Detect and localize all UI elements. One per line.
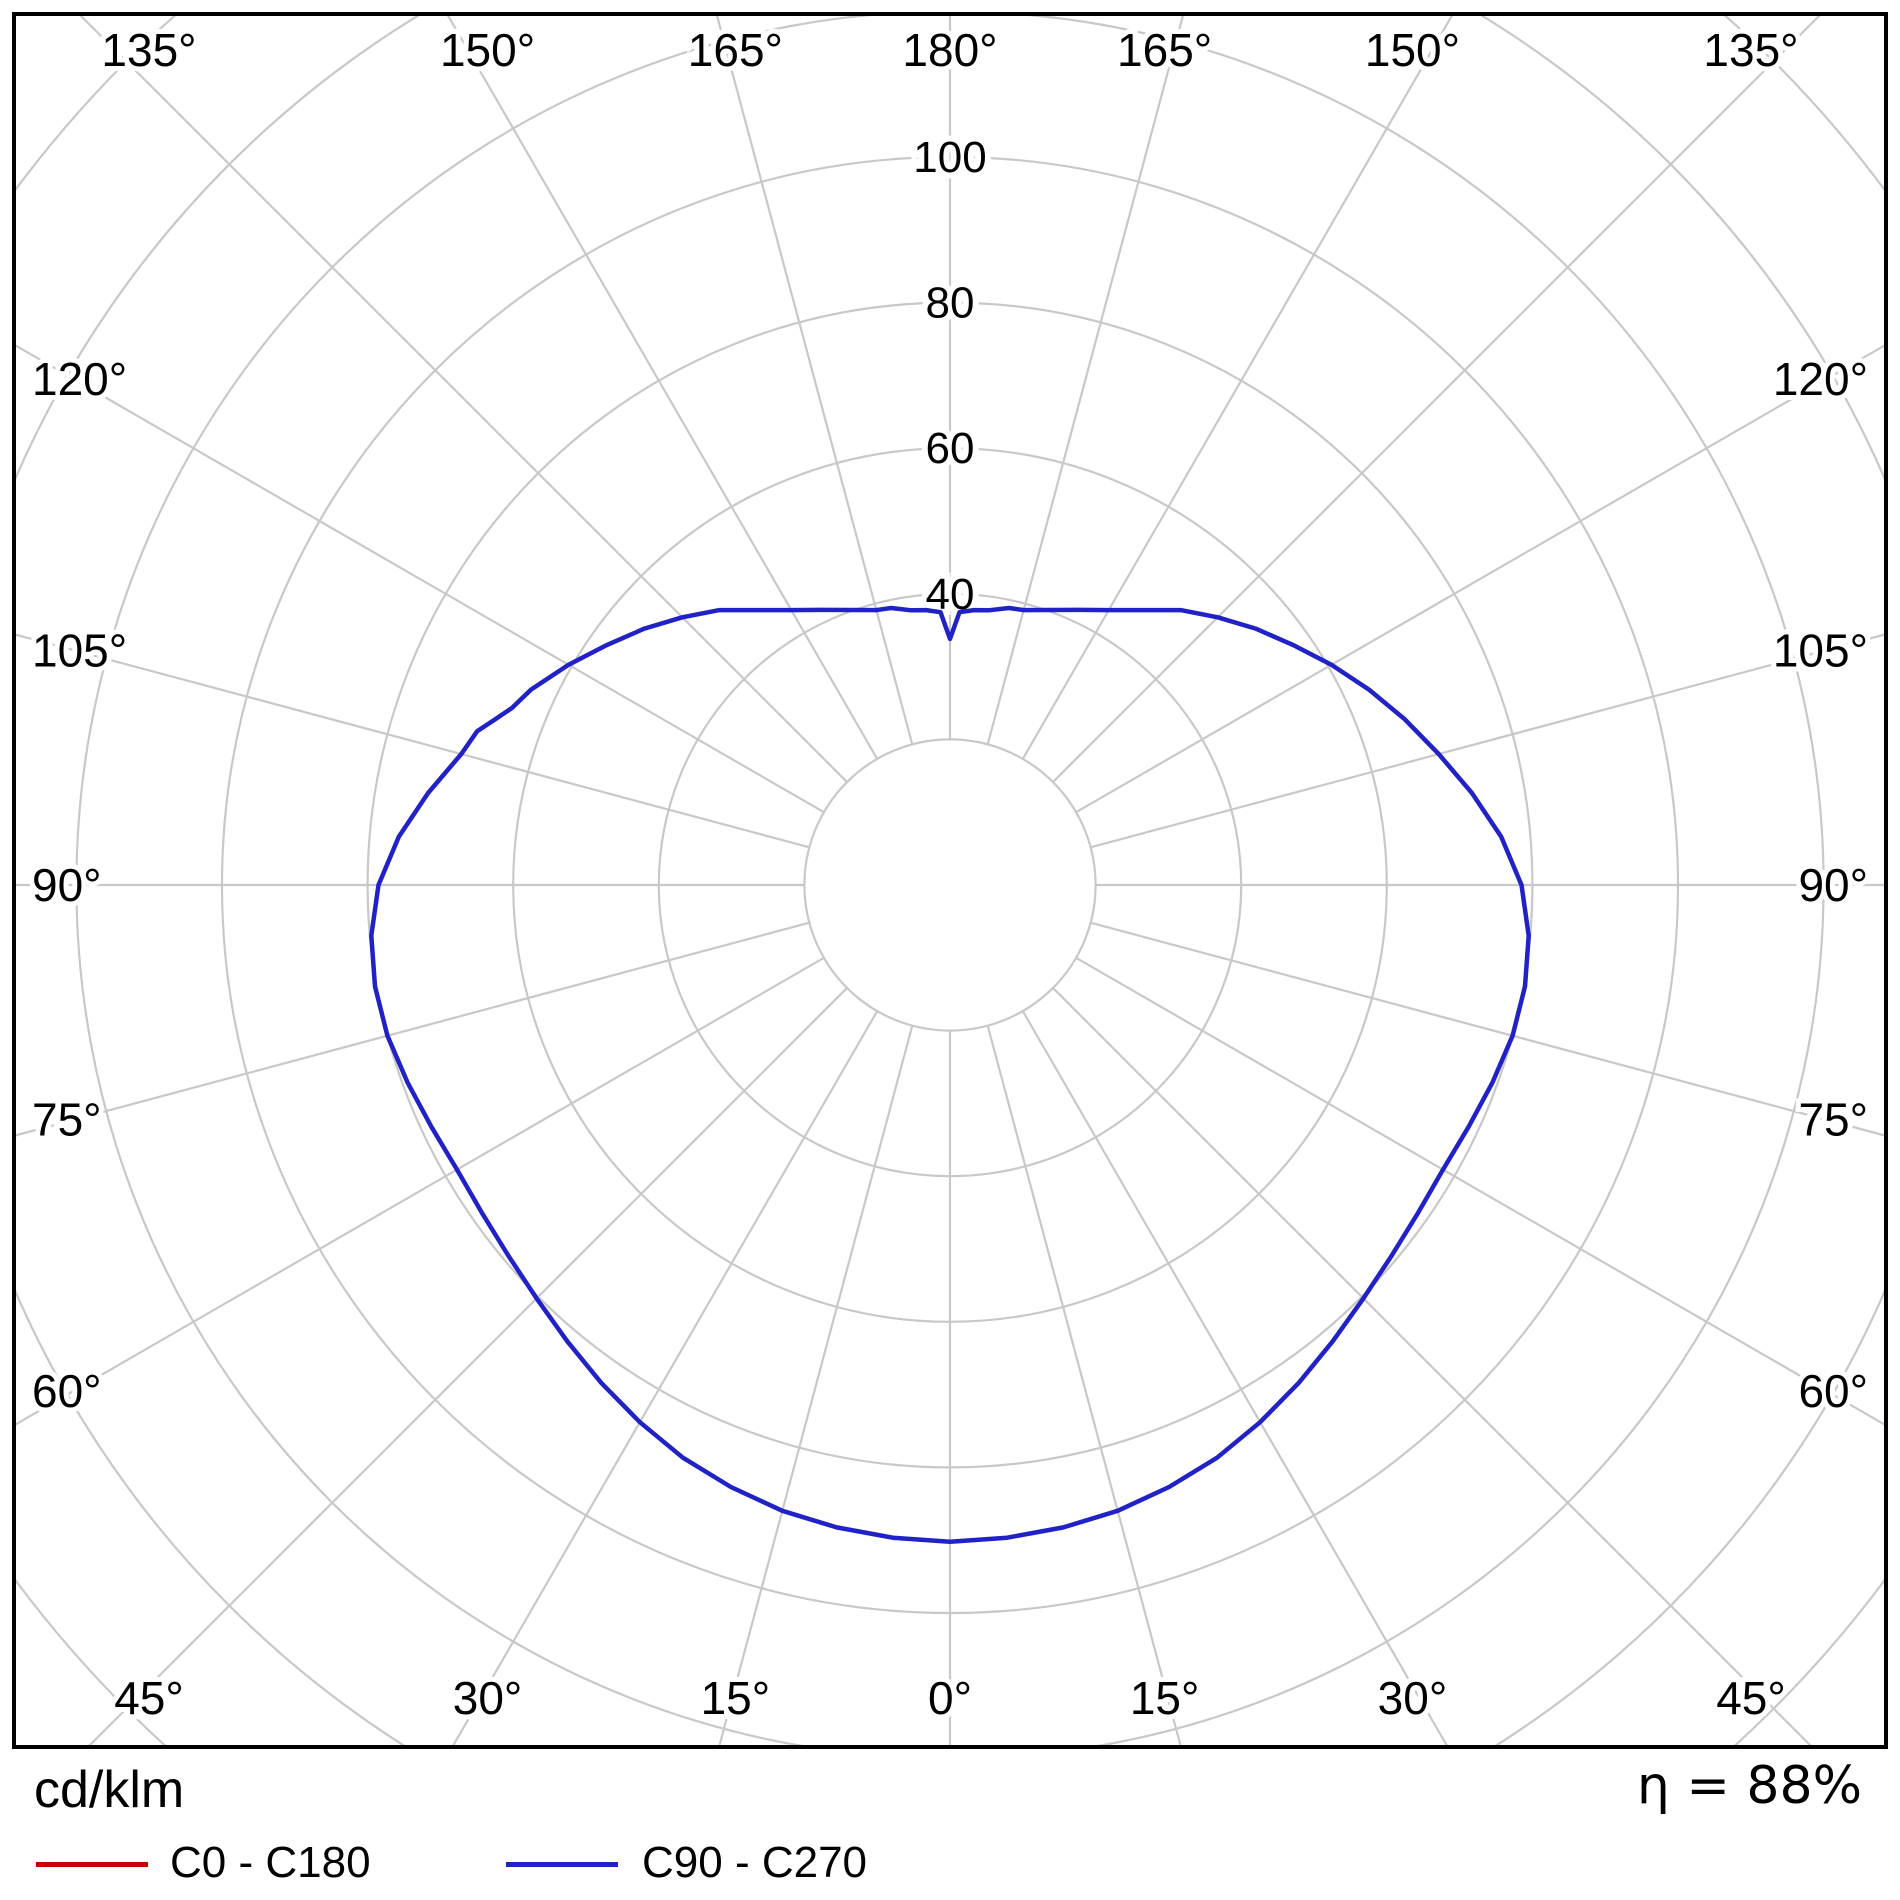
angle-label: 135° — [1703, 24, 1798, 76]
legend-line-c0-c180 — [36, 1862, 148, 1867]
ring-label: 60 — [926, 424, 975, 473]
angle-label: 90° — [1798, 859, 1868, 911]
unit-label: cd/klm — [34, 1761, 185, 1819]
angle-label: 105° — [1773, 624, 1868, 676]
ring-label: 100 — [913, 133, 986, 182]
legend-label-c90-c270: C90 - C270 — [642, 1838, 868, 1887]
angle-label: 60° — [32, 1365, 102, 1417]
ring-label: 80 — [926, 279, 975, 328]
angle-label: 45° — [114, 1672, 184, 1724]
efficiency-label: η = 88% — [1636, 1756, 1862, 1816]
angle-label: 90° — [32, 859, 102, 911]
angle-label: 15° — [701, 1672, 771, 1724]
angle-label: 75° — [1798, 1094, 1868, 1146]
angle-label: 105° — [32, 624, 127, 676]
angle-label: 180° — [902, 24, 997, 76]
legend-label-c0-c180: C0 - C180 — [170, 1838, 371, 1887]
angle-label: 0° — [928, 1672, 972, 1724]
angle-label: 150° — [440, 24, 535, 76]
plot-border — [12, 12, 1888, 1749]
angle-label: 135° — [101, 24, 196, 76]
angle-label: 45° — [1716, 1672, 1786, 1724]
angle-label: 15° — [1130, 1672, 1200, 1724]
angle-label: 120° — [1773, 353, 1868, 405]
angle-label: 150° — [1365, 24, 1460, 76]
angle-label: 165° — [688, 24, 783, 76]
angle-label: 30° — [1378, 1672, 1448, 1724]
curve-c90-c270 — [369, 605, 1531, 1544]
ring-label: 40 — [926, 570, 975, 619]
angle-label: 120° — [32, 353, 127, 405]
angle-label: 165° — [1117, 24, 1212, 76]
legend-line-c90-c270 — [506, 1862, 618, 1867]
angle-label: 75° — [32, 1094, 102, 1146]
angle-label: 30° — [453, 1672, 523, 1724]
angle-label: 60° — [1798, 1365, 1868, 1417]
